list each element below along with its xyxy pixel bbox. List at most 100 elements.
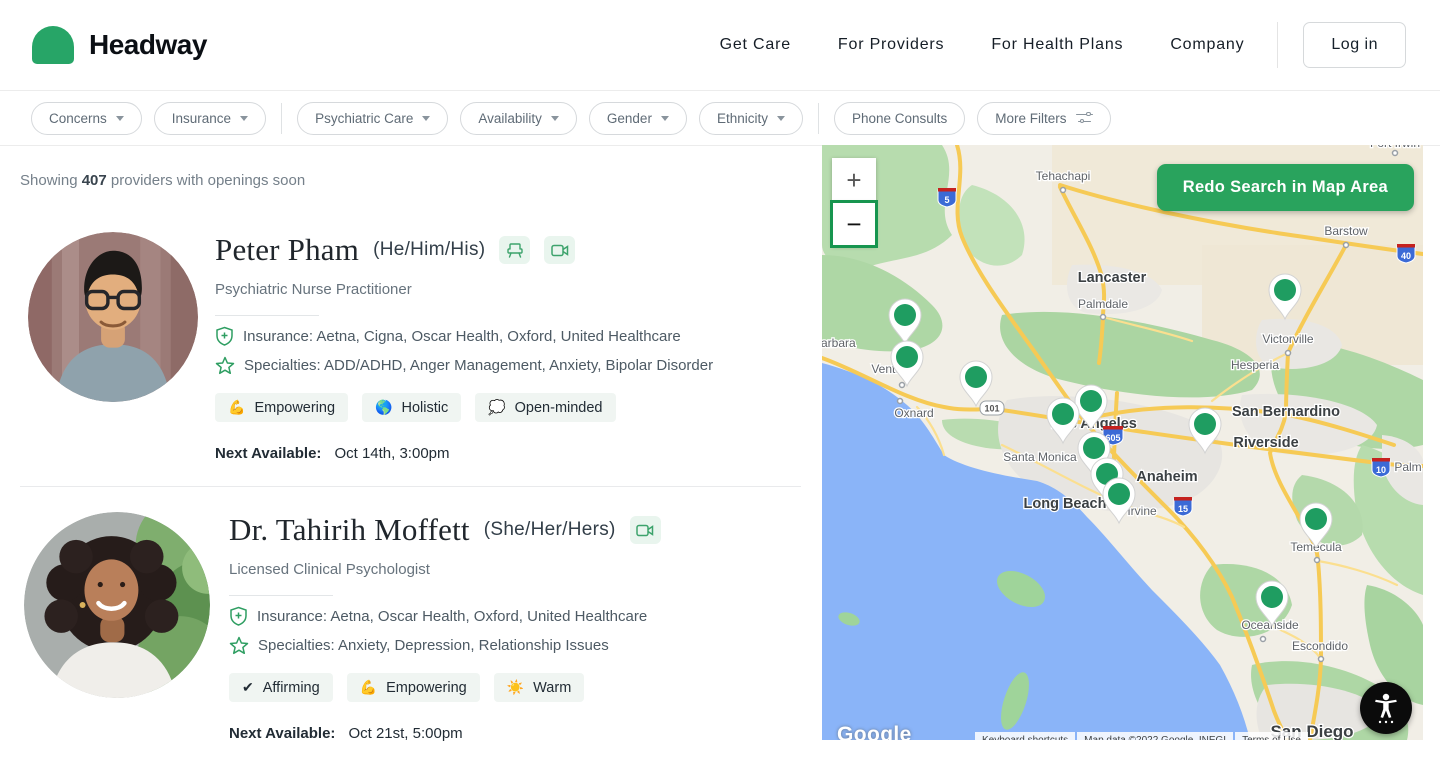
card-separator (20, 486, 801, 487)
badge-label: Open-minded (514, 399, 603, 416)
headway-logo-icon (32, 26, 74, 64)
summary-suffix: providers with openings soon (106, 172, 306, 189)
globe-emoji-icon: 🌎 (375, 399, 393, 415)
summary-prefix: Showing (20, 172, 82, 189)
svg-text:Tehachapi: Tehachapi (1036, 169, 1091, 183)
svg-text:Palm Springs: Palm Springs (1394, 460, 1423, 474)
svg-text:Anaheim: Anaheim (1136, 469, 1197, 485)
trait-badge: 💪 Empowering (215, 393, 349, 422)
provider-name[interactable]: Dr. Tahirih Moffett (229, 512, 470, 547)
provider-card[interactable]: Peter Pham (He/Him/His) (20, 232, 801, 462)
provider-card[interactable]: Dr. Tahirih Moffett (She/Her/Hers) Licen… (20, 512, 801, 742)
chevron-down-icon (776, 116, 785, 121)
keyboard-shortcuts-link[interactable]: Keyboard shortcuts (975, 732, 1076, 740)
svg-text:15: 15 (1178, 504, 1188, 514)
trait-badge: ✔ Affirming (229, 673, 333, 702)
provider-photo (24, 512, 210, 698)
specialties-star-icon (215, 356, 235, 375)
next-available-value: Oct 14th, 3:00pm (334, 445, 450, 462)
filter-gender[interactable]: Gender (588, 102, 687, 135)
trait-badge: 💪 Empowering (346, 673, 480, 702)
badge-label: Empowering (386, 679, 467, 696)
in-person-icon (499, 236, 531, 264)
login-button[interactable]: Log in (1303, 22, 1406, 68)
filter-psychiatric-care[interactable]: Psychiatric Care (297, 102, 449, 135)
filter-label: Ethnicity (716, 111, 768, 126)
specialties-row: Specialties: Anxiety, Depression, Relati… (229, 636, 661, 655)
svg-text:Santa Monica: Santa Monica (1003, 450, 1077, 464)
filter-label: Concerns (49, 111, 107, 126)
svg-text:Long Beach: Long Beach (1024, 496, 1107, 512)
summary-count: 407 (81, 172, 107, 189)
accessibility-widget-button[interactable] (1360, 682, 1412, 734)
svg-text:Hesperia: Hesperia (1231, 358, 1279, 372)
svg-text:Escondido: Escondido (1292, 639, 1348, 653)
filter-label: Insurance (171, 111, 232, 126)
zoom-in-button[interactable]: + (832, 158, 876, 202)
nav-divider (1277, 22, 1279, 68)
svg-text:Fort Irwin: Fort Irwin (1370, 145, 1420, 150)
divider (215, 315, 319, 316)
filter-concerns[interactable]: Concerns (31, 102, 142, 135)
badge-label: Empowering (254, 399, 336, 416)
svg-text:5: 5 (944, 195, 949, 205)
filter-phone-consults[interactable]: Phone Consults (833, 102, 966, 135)
chevron-down-icon (422, 116, 431, 121)
filter-label: More Filters (995, 111, 1067, 126)
insurance-shield-icon (230, 606, 247, 626)
results-summary: Showing 407 providers with openings soon (20, 172, 801, 189)
trait-badge: ☀️ Warm (493, 673, 585, 702)
sun-emoji-icon: ☀️ (506, 679, 525, 695)
svg-text:Lancaster: Lancaster (1078, 270, 1147, 286)
badge-label: Affirming (262, 679, 320, 696)
badge-label: Warm (533, 679, 572, 696)
next-available-label: Next Available: (215, 445, 322, 462)
filter-more-filters[interactable]: More Filters (977, 102, 1111, 135)
provider-photo (28, 232, 198, 402)
insurance-row: Insurance: Aetna, Cigna, Oscar Health, O… (215, 326, 713, 346)
filter-insurance[interactable]: Insurance (153, 102, 267, 135)
svg-text:Irvine: Irvine (1127, 504, 1157, 518)
google-logo[interactable]: Google (837, 723, 912, 740)
thought-balloon-emoji-icon: 💭 (488, 399, 506, 415)
svg-text:605: 605 (1105, 433, 1120, 443)
svg-text:101: 101 (984, 404, 999, 414)
redo-search-button[interactable]: Redo Search in Map Area (1156, 164, 1414, 211)
svg-text:Riverside: Riverside (1233, 435, 1298, 451)
svg-text:40: 40 (1401, 251, 1411, 261)
nav-for-providers[interactable]: For Providers (837, 36, 945, 53)
provider-name[interactable]: Peter Pham (215, 232, 360, 267)
filter-divider (281, 103, 283, 134)
nav-get-care[interactable]: Get Care (719, 36, 791, 53)
provider-title: Licensed Clinical Psychologist (229, 561, 430, 578)
filter-label: Psychiatric Care (315, 111, 414, 126)
avatar[interactable] (28, 232, 198, 402)
nav-for-health-plans[interactable]: For Health Plans (991, 36, 1124, 53)
chevron-down-icon (115, 116, 124, 121)
specialties-text: Specialties: Anxiety, Depression, Relati… (258, 637, 609, 654)
map-panel[interactable]: Fort Irwin Tehachapi Barstow Lancaster P… (822, 145, 1423, 740)
muscle-emoji-icon: 💪 (359, 679, 378, 695)
avatar[interactable] (24, 512, 210, 698)
terms-of-use-link[interactable]: Terms of Use (1235, 732, 1308, 740)
map-canvas[interactable]: Fort Irwin Tehachapi Barstow Lancaster P… (822, 145, 1423, 740)
trait-badge: 🌎 Holistic (362, 393, 462, 422)
brand-name: Headway (89, 29, 207, 60)
nav-company[interactable]: Company (1170, 36, 1245, 53)
next-available-value: Oct 21st, 5:00pm (348, 725, 463, 742)
insurance-text: Insurance: Aetna, Cigna, Oscar Health, O… (243, 327, 681, 345)
filter-availability[interactable]: Availability (460, 102, 577, 135)
insurance-text: Insurance: Aetna, Oscar Health, Oxford, … (257, 607, 648, 625)
map-zoom-controls: + − (830, 158, 878, 248)
specialties-text: Specialties: ADD/ADHD, Anger Management,… (244, 357, 714, 374)
trait-badge: 💭 Open-minded (475, 393, 616, 422)
divider (229, 595, 333, 596)
filter-ethnicity[interactable]: Ethnicity (698, 102, 803, 135)
provider-title: Psychiatric Nurse Practitioner (215, 281, 412, 298)
svg-text:10: 10 (1376, 465, 1386, 475)
chevron-down-icon (240, 116, 249, 121)
zoom-out-button[interactable]: − (830, 200, 878, 248)
headway-logo[interactable]: Headway (32, 26, 207, 64)
provider-pronouns: (She/Her/Hers) (483, 519, 616, 540)
svg-text:Palmdale: Palmdale (1078, 297, 1128, 311)
